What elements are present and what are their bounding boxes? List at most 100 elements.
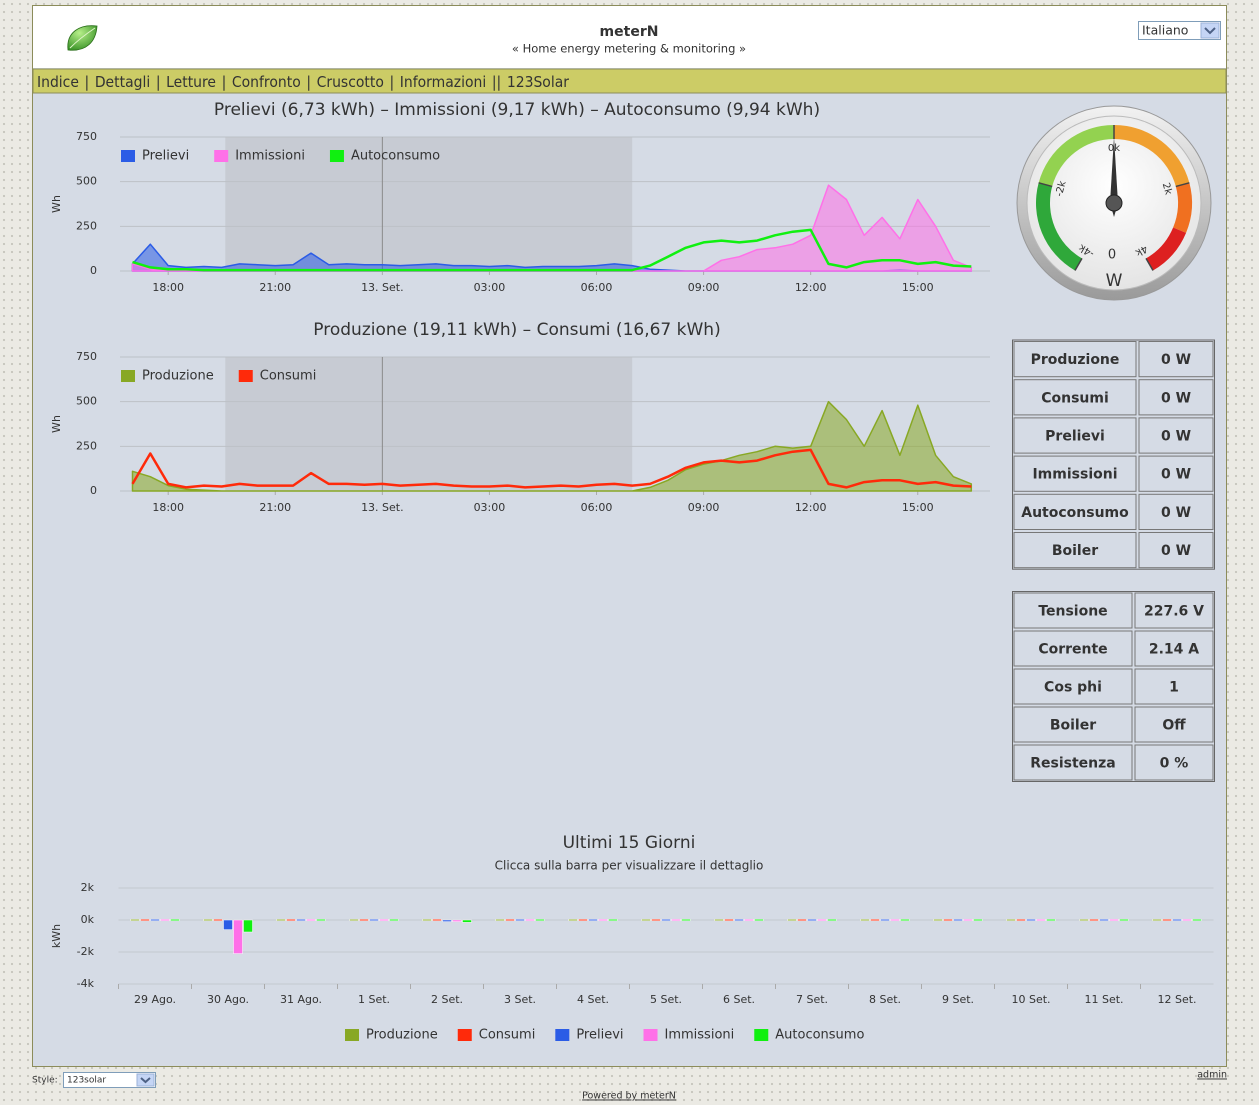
legend-label[interactable]: Autoconsumo bbox=[351, 149, 440, 164]
bar[interactable] bbox=[349, 919, 359, 921]
legend-label[interactable]: Prelievi bbox=[142, 149, 189, 164]
legend-label[interactable]: Produzione bbox=[366, 1028, 438, 1043]
bar[interactable] bbox=[213, 919, 223, 921]
bar[interactable] bbox=[890, 919, 900, 921]
bar[interactable] bbox=[963, 919, 973, 921]
bar[interactable] bbox=[1099, 919, 1109, 921]
bar[interactable] bbox=[1119, 919, 1129, 921]
bar[interactable] bbox=[276, 919, 286, 921]
bar[interactable] bbox=[1182, 919, 1192, 921]
bar[interactable] bbox=[442, 919, 452, 922]
bar[interactable] bbox=[495, 919, 505, 921]
bar[interactable] bbox=[588, 919, 598, 921]
x-tick-label: 21:00 bbox=[259, 281, 291, 294]
bar[interactable] bbox=[817, 919, 827, 921]
bar[interactable] bbox=[953, 919, 963, 921]
bar[interactable] bbox=[661, 919, 671, 921]
bar[interactable] bbox=[734, 919, 744, 921]
bar[interactable] bbox=[1109, 919, 1119, 921]
bar[interactable] bbox=[1016, 919, 1026, 921]
bar[interactable] bbox=[797, 919, 807, 921]
bar[interactable] bbox=[462, 919, 472, 923]
bar[interactable] bbox=[359, 919, 369, 921]
bar[interactable] bbox=[744, 919, 754, 921]
bar[interactable] bbox=[389, 919, 399, 921]
powered-link[interactable]: Powered by meterN bbox=[582, 1091, 676, 1102]
legend-label[interactable]: Consumi bbox=[260, 369, 317, 384]
legend-label[interactable]: Consumi bbox=[479, 1028, 536, 1043]
bar[interactable] bbox=[641, 919, 651, 921]
bar[interactable] bbox=[525, 919, 535, 921]
bar[interactable] bbox=[286, 919, 296, 921]
admin-link[interactable]: admin bbox=[1197, 1070, 1227, 1081]
bar[interactable] bbox=[223, 919, 233, 930]
bar[interactable] bbox=[568, 919, 578, 921]
bar[interactable] bbox=[432, 919, 442, 921]
bar[interactable] bbox=[379, 919, 389, 921]
menu-item[interactable]: Cruscotto bbox=[317, 73, 384, 91]
language-select[interactable]: Italiano bbox=[1138, 21, 1221, 40]
bar[interactable] bbox=[608, 919, 618, 921]
bar[interactable] bbox=[1079, 919, 1089, 921]
bar[interactable] bbox=[1046, 919, 1056, 921]
menu-item[interactable]: Letture bbox=[166, 73, 216, 91]
bar[interactable] bbox=[1026, 919, 1036, 921]
bar[interactable] bbox=[422, 919, 432, 921]
bar[interactable] bbox=[535, 919, 545, 921]
bar[interactable] bbox=[140, 919, 150, 921]
menu-item[interactable]: Dettagli bbox=[95, 73, 150, 91]
bar[interactable] bbox=[943, 919, 953, 921]
bar[interactable] bbox=[369, 919, 379, 921]
legend-label[interactable]: Immissioni bbox=[235, 149, 305, 164]
bar[interactable] bbox=[452, 919, 462, 922]
bar[interactable] bbox=[880, 919, 890, 921]
bar[interactable] bbox=[900, 919, 910, 921]
bar[interactable] bbox=[681, 919, 691, 921]
bar[interactable] bbox=[243, 919, 253, 933]
menu-item[interactable]: 123Solar bbox=[507, 73, 570, 91]
legend-label[interactable]: Prelievi bbox=[576, 1028, 623, 1043]
bar[interactable] bbox=[933, 919, 943, 921]
bar[interactable] bbox=[578, 919, 588, 921]
bar[interactable] bbox=[306, 919, 316, 921]
bar[interactable] bbox=[598, 919, 608, 921]
bar[interactable] bbox=[827, 919, 837, 921]
legend-label[interactable]: Produzione bbox=[142, 369, 214, 384]
bar[interactable] bbox=[1036, 919, 1046, 921]
x-tick-label: 03:00 bbox=[474, 281, 506, 294]
bar[interactable] bbox=[973, 919, 983, 921]
bar[interactable] bbox=[870, 919, 880, 921]
bar[interactable] bbox=[505, 919, 515, 921]
bar[interactable] bbox=[170, 919, 180, 921]
bar[interactable] bbox=[651, 919, 661, 921]
bar[interactable] bbox=[316, 919, 326, 921]
menu-item[interactable]: Confronto bbox=[232, 73, 301, 91]
bar[interactable] bbox=[787, 919, 797, 921]
bar[interactable] bbox=[671, 919, 681, 921]
table-text: 0 % bbox=[1160, 756, 1189, 772]
bar[interactable] bbox=[150, 919, 160, 921]
bar[interactable] bbox=[860, 919, 870, 921]
bar[interactable] bbox=[1162, 919, 1172, 921]
bar[interactable] bbox=[233, 919, 243, 954]
bar[interactable] bbox=[754, 919, 764, 921]
bar[interactable] bbox=[724, 919, 734, 921]
legend-label[interactable]: Immissioni bbox=[665, 1028, 735, 1043]
bar[interactable] bbox=[160, 919, 170, 921]
bar[interactable] bbox=[1006, 919, 1016, 921]
bar[interactable] bbox=[714, 919, 724, 921]
bar[interactable] bbox=[1089, 919, 1099, 921]
bar[interactable] bbox=[1192, 919, 1202, 921]
menu-item[interactable]: Informazioni bbox=[400, 73, 486, 91]
bar[interactable] bbox=[130, 919, 140, 921]
table-text: 0 W bbox=[1161, 390, 1191, 406]
legend-label[interactable]: Autoconsumo bbox=[775, 1028, 864, 1043]
bar[interactable] bbox=[203, 919, 213, 921]
bar[interactable] bbox=[1172, 919, 1182, 921]
bar[interactable] bbox=[515, 919, 525, 921]
bar[interactable] bbox=[296, 919, 306, 921]
menu-item[interactable]: Indice bbox=[37, 73, 79, 91]
bar[interactable] bbox=[807, 919, 817, 921]
bar[interactable] bbox=[1152, 919, 1162, 921]
style-select[interactable]: 123solar bbox=[63, 1072, 156, 1088]
